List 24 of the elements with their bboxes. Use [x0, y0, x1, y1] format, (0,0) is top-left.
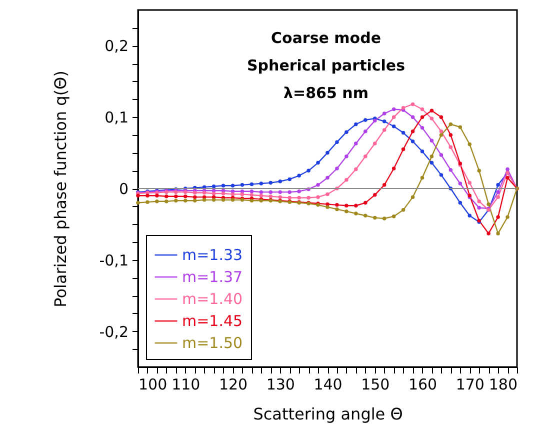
- annotation: λ=865 nm: [284, 84, 368, 102]
- legend-label: m=1.50: [182, 334, 243, 352]
- x-tick-label: 120: [218, 376, 248, 394]
- y-axis-title: Polarized phase function q(Θ): [51, 70, 70, 308]
- legend-label: m=1.45: [182, 312, 243, 330]
- x-tick-label: 160: [408, 376, 438, 394]
- y-tick-label: 0,1: [104, 108, 128, 127]
- legend-label: m=1.37: [182, 268, 243, 286]
- y-tick-label: -0,2: [99, 322, 128, 341]
- x-tick-label: 170: [456, 376, 484, 394]
- y-tick-label: 0,2: [104, 37, 128, 56]
- annotation: Spherical particles: [246, 56, 406, 74]
- x-tick-label: 150: [361, 376, 390, 394]
- y-tick-label: -0,1: [99, 251, 128, 270]
- legend-label: m=1.33: [182, 246, 243, 264]
- x-tick-label: 110: [172, 376, 200, 394]
- x-tick-label: 180: [488, 376, 518, 394]
- y-tick-label: 0: [118, 180, 128, 198]
- legend-label: m=1.40: [182, 290, 243, 308]
- x-tick-label: 140: [314, 376, 342, 394]
- x-axis-title: Scattering angle Θ: [253, 404, 403, 424]
- x-tick-label: 100: [138, 376, 168, 394]
- annotation: Coarse mode: [270, 28, 382, 47]
- x-tick-label: 130: [266, 376, 295, 394]
